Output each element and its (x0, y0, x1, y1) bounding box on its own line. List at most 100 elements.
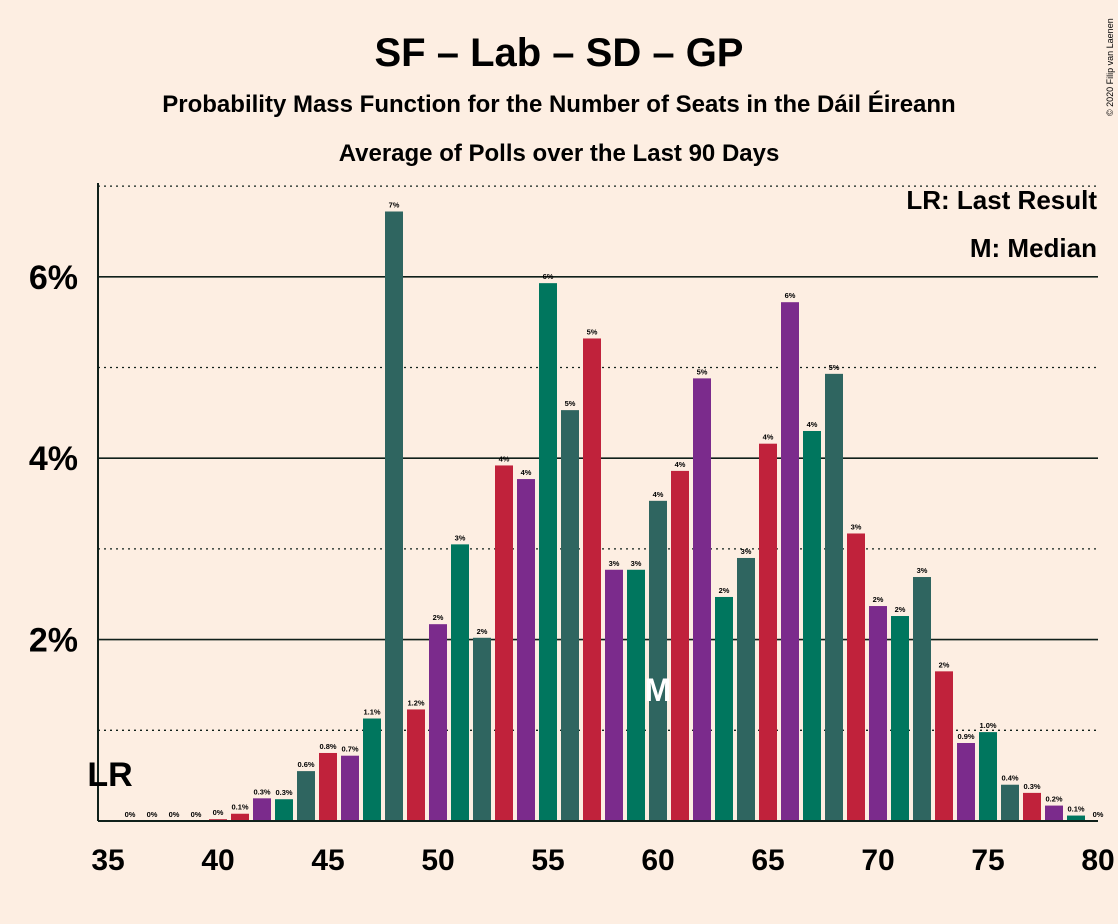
bar-label-seat-65: 4% (763, 433, 774, 442)
x-tick-70: 70 (861, 844, 894, 877)
bar-label-seat-46: 0.7% (341, 745, 358, 754)
bar-seat-66 (781, 302, 799, 821)
chart-subtitle: Probability Mass Function for the Number… (162, 90, 955, 118)
bar-seat-63 (715, 596, 733, 821)
bar-label-seat-58: 3% (609, 559, 620, 568)
bar-seat-73 (935, 671, 953, 821)
y-tick-2: 2% (29, 622, 78, 660)
legend-last-result: LR: Last Result (906, 185, 1097, 215)
x-tick-labels: 35 40 45 50 55 60 65 70 75 80 (91, 844, 1114, 877)
bar-label-seat-70: 2% (873, 595, 884, 604)
bar-label-seat-73: 2% (939, 660, 950, 669)
bar-label-seat-38: 0% (169, 810, 180, 819)
bar-label-seat-76: 0.4% (1001, 774, 1018, 783)
bar-label-seat-43: 0.3% (275, 788, 292, 797)
bar-seat-53 (495, 465, 513, 821)
y-tick-6: 6% (29, 259, 78, 297)
bar-seat-62 (693, 378, 711, 821)
bar-seat-59 (627, 569, 645, 821)
x-tick-50: 50 (421, 844, 454, 877)
x-tick-60: 60 (641, 844, 674, 877)
bar-seat-69 (847, 533, 865, 821)
chart-subtitle-2: Average of Polls over the Last 90 Days (339, 140, 780, 167)
copyright-text: © 2020 Filip van Laenen (1105, 18, 1115, 116)
bar-label-seat-64: 3% (741, 547, 752, 556)
median-marker: M (645, 672, 672, 708)
bar-label-seat-48: 7% (389, 200, 400, 209)
bar-label-seat-55: 6% (543, 272, 554, 281)
y-tick-labels: 2% 4% 6% (29, 259, 78, 660)
bar-seat-57 (583, 338, 601, 821)
bar-seat-55 (539, 283, 557, 821)
x-tick-55: 55 (531, 844, 564, 877)
bar-label-seat-41: 0.1% (231, 803, 248, 812)
bar-label-seat-45: 0.8% (319, 742, 336, 751)
bar-seat-60 (649, 500, 667, 821)
bar-seat-75 (979, 732, 997, 821)
bar-label-seat-39: 0% (191, 810, 202, 819)
bar-label-seat-63: 2% (719, 586, 730, 595)
bar-seat-76 (1001, 784, 1019, 821)
bar-seat-49 (407, 709, 425, 821)
bar-label-seat-52: 2% (477, 627, 488, 636)
bar-seat-42 (253, 798, 271, 821)
bar-seat-48 (385, 211, 403, 822)
x-tick-75: 75 (971, 844, 1004, 877)
x-tick-35: 35 (91, 844, 124, 877)
bar-label-seat-61: 4% (675, 460, 686, 469)
bar-seat-79 (1067, 815, 1085, 821)
legend-median: M: Median (970, 233, 1097, 263)
bar-label-seat-57: 5% (587, 327, 598, 336)
bar-label-seat-60: 4% (653, 490, 664, 499)
bar-label-seat-77: 0.3% (1023, 782, 1040, 791)
bar-seat-61 (671, 470, 689, 821)
bar-label-seat-42: 0.3% (253, 787, 270, 796)
bar-label-seat-49: 1.2% (407, 698, 424, 707)
bar-label-seat-78: 0.2% (1045, 795, 1062, 804)
bar-label-seat-50: 2% (433, 613, 444, 622)
bar-label-seat-47: 1.1% (363, 708, 380, 717)
bars (209, 211, 1085, 822)
bar-label-seat-79: 0.1% (1067, 805, 1084, 814)
bar-seat-52 (473, 637, 491, 821)
bar-label-seat-51: 3% (455, 533, 466, 542)
bar-label-seat-36: 0% (125, 810, 136, 819)
bar-seat-51 (451, 544, 469, 821)
bar-seat-44 (297, 771, 315, 821)
bar-seat-78 (1045, 805, 1063, 821)
bar-label-seat-75: 1.0% (979, 721, 996, 730)
bar-label-seat-69: 3% (851, 522, 862, 531)
bar-label-seat-44: 0.6% (297, 760, 314, 769)
x-tick-80: 80 (1081, 844, 1114, 877)
bar-label-seat-67: 4% (807, 420, 818, 429)
bar-label-seat-59: 3% (631, 559, 642, 568)
bar-seat-50 (429, 624, 447, 821)
x-tick-65: 65 (751, 844, 784, 877)
bar-label-seat-54: 4% (521, 468, 532, 477)
bar-label-seat-72: 3% (917, 566, 928, 575)
bar-seat-74 (957, 742, 975, 821)
bar-seat-54 (517, 479, 535, 821)
bar-seat-72 (913, 577, 931, 821)
bar-label-seat-62: 5% (697, 367, 708, 376)
bar-label-seat-66: 6% (785, 291, 796, 300)
bar-seat-43 (275, 799, 293, 821)
chart-title: SF – Lab – SD – GP (374, 31, 743, 75)
bar-seat-58 (605, 569, 623, 821)
bar-seat-47 (363, 718, 381, 821)
bar-seat-70 (869, 606, 887, 821)
x-tick-45: 45 (311, 844, 344, 877)
bar-labels: 0% 0% 0% 0% 0% 0.1% 0.3% 0.3% 0.6% 0.8% 0.7% 1.1% 7%… (125, 200, 1104, 819)
bar-seat-46 (341, 755, 359, 821)
bar-seat-67 (803, 430, 821, 821)
bar-label-seat-71: 2% (895, 605, 906, 614)
bar-label-seat-37: 0% (147, 810, 158, 819)
bar-seat-68 (825, 373, 843, 821)
bar-seat-41 (231, 813, 249, 821)
bar-label-seat-68: 5% (829, 363, 840, 372)
bar-seat-56 (561, 410, 579, 821)
x-tick-40: 40 (201, 844, 234, 877)
bar-seat-45 (319, 752, 337, 821)
bar-seat-65 (759, 443, 777, 821)
